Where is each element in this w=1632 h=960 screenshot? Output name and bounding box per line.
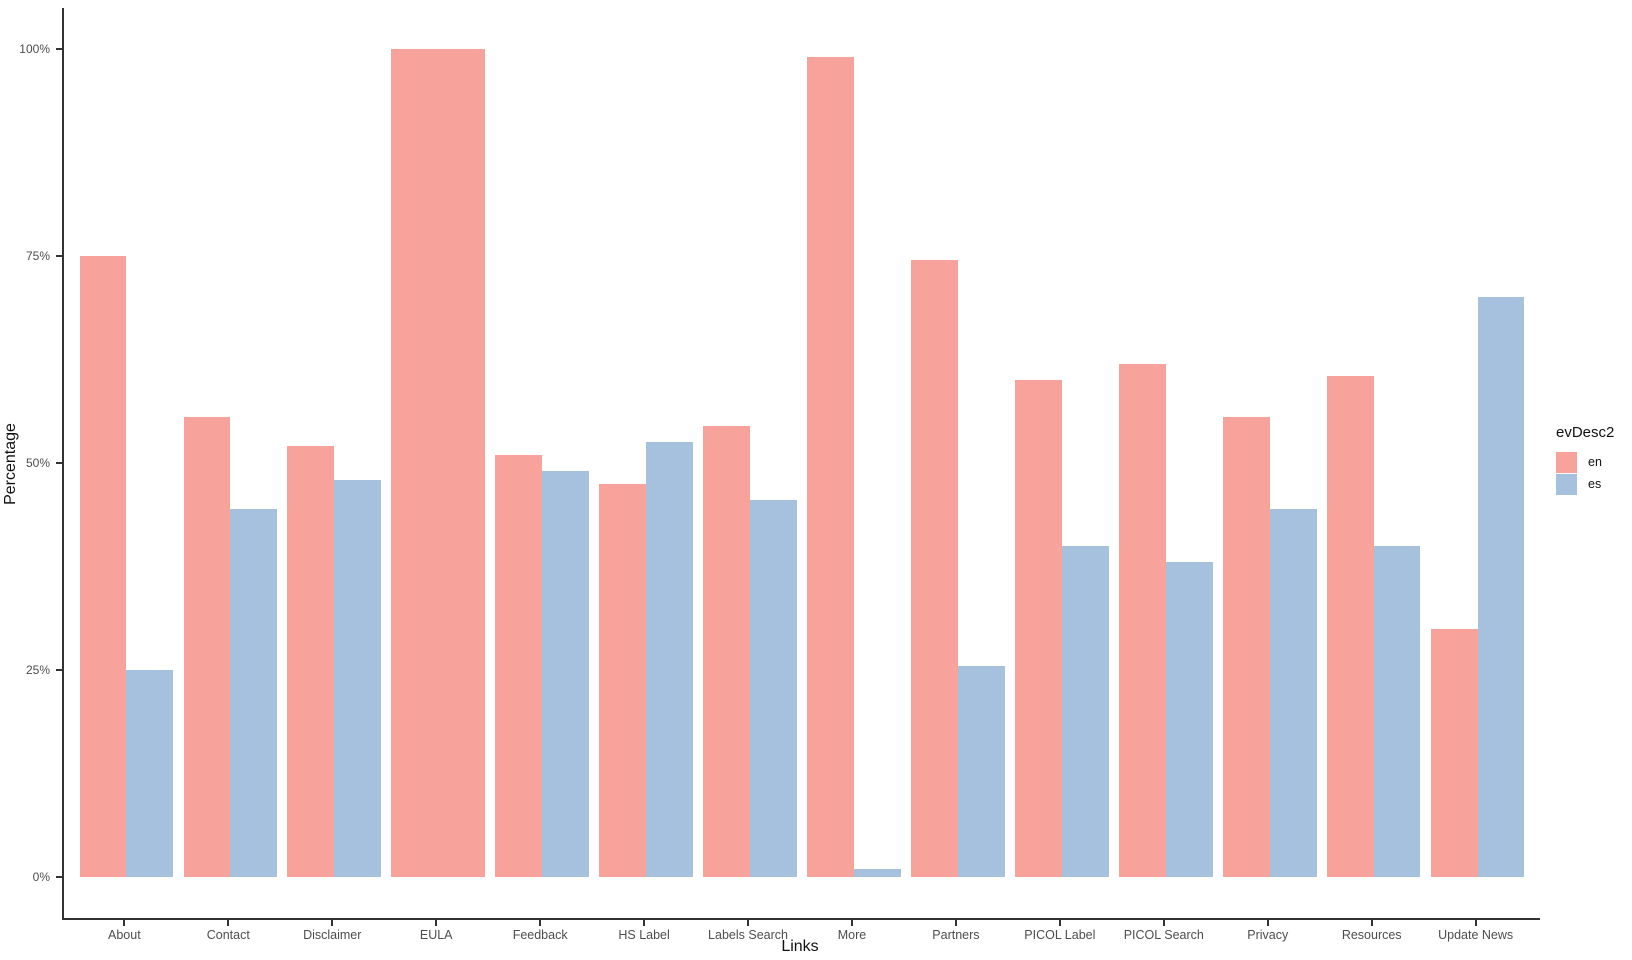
x-tick-label: Partners (932, 928, 980, 942)
bar-update-news-en (1430, 628, 1478, 877)
bar-picol-label-es (1061, 545, 1109, 877)
bar-update-news-es (1477, 297, 1525, 877)
bar-disclaimer-en (287, 446, 335, 877)
y-tick-label: 100% (19, 42, 50, 56)
x-tick-mark (1162, 920, 1165, 926)
legend-item-es: es (1556, 473, 1632, 495)
x-tick-label: PICOL Label (1024, 928, 1096, 942)
x-tick-mark (1058, 920, 1061, 926)
x-tick-label: Update News (1438, 928, 1514, 942)
bar-privacy-en (1222, 417, 1270, 877)
bar-about-en (79, 256, 127, 877)
y-axis-title: Percentage (2, 423, 19, 505)
x-tick-label: Disclaimer (303, 928, 362, 942)
x-tick-mark (747, 920, 750, 926)
x-tick-mark (643, 920, 646, 926)
x-tick-label: Feedback (512, 928, 568, 942)
x-tick-mark (1474, 920, 1477, 926)
legend-label: es (1588, 477, 1602, 491)
y-tick-label: 75% (25, 249, 50, 263)
x-tick-label: PICOL Search (1123, 928, 1204, 942)
x-tick-label: Resources (1341, 928, 1402, 942)
legend-swatch-en (1556, 451, 1577, 473)
bar-labels-search-es (750, 500, 797, 877)
bar-picol-search-es (1165, 562, 1213, 877)
x-tick-mark (1370, 920, 1373, 926)
x-tick-mark (954, 920, 957, 926)
y-tick-mark (56, 48, 62, 50)
y-tick-mark (56, 462, 62, 464)
x-tick-label: Labels Search (708, 928, 788, 942)
bar-resources-en (1326, 376, 1374, 877)
bar-more-en (807, 57, 854, 877)
bar-feedback-es (542, 471, 589, 877)
legend-item-en: en (1556, 451, 1632, 473)
bar-disclaimer-es (334, 479, 382, 877)
legend-title: evDesc2 (1556, 424, 1615, 441)
bar-picol-label-en (1015, 380, 1062, 877)
bar-resources-es (1373, 545, 1421, 877)
bar-hs-label-en (599, 483, 647, 877)
x-tick-mark (227, 920, 230, 926)
plot-panel (62, 8, 1540, 920)
x-tick-label: About (108, 928, 141, 942)
x-tick-label: EULA (419, 928, 453, 942)
x-tick-label: Privacy (1247, 928, 1289, 942)
bar-privacy-es (1269, 508, 1317, 877)
y-tick-mark (56, 876, 62, 878)
x-tick-mark (123, 920, 126, 926)
bar-labels-search-en (703, 425, 751, 877)
bar-partners-es (957, 665, 1005, 877)
legend-items: en es (1556, 451, 1632, 495)
y-tick-mark (56, 255, 62, 257)
bar-eula-en (391, 49, 485, 877)
y-tick-mark (56, 669, 62, 671)
bar-picol-search-en (1119, 363, 1166, 877)
legend: evDesc2 en es (1556, 424, 1632, 495)
x-tick-mark (1266, 920, 1269, 926)
y-tick-label: 50% (25, 456, 50, 470)
x-tick-mark (435, 920, 438, 926)
y-tick-label: 25% (25, 663, 50, 677)
x-tick-mark (850, 920, 853, 926)
bar-about-es (126, 670, 174, 877)
x-tick-mark (331, 920, 334, 926)
bar-contact-es (230, 508, 278, 877)
legend-swatch-es (1556, 473, 1577, 495)
legend-label: en (1588, 455, 1602, 469)
x-axis-title: Links (781, 938, 819, 955)
bar-feedback-en (495, 454, 543, 877)
bar-more-es (853, 868, 901, 877)
x-tick-label: Contact (206, 928, 250, 942)
x-tick-label: HS Label (618, 928, 670, 942)
bar-partners-en (911, 260, 958, 877)
y-tick-label: 0% (32, 870, 50, 884)
x-tick-mark (539, 920, 542, 926)
x-tick-label: More (837, 928, 867, 942)
bar-contact-en (183, 417, 231, 877)
bar-hs-label-es (646, 442, 693, 877)
